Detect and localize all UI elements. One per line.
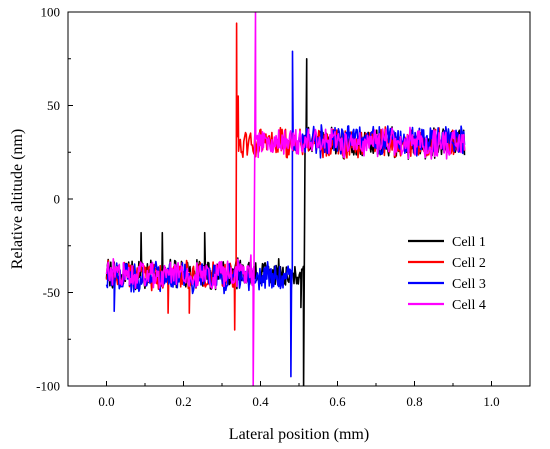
x-tick-label: 0.8 <box>406 394 422 409</box>
legend: Cell 1 Cell 2 Cell 3 Cell 4 <box>408 235 486 313</box>
series-line-4 <box>105 12 466 386</box>
y-tick-label: -50 <box>43 285 60 300</box>
plot-frame <box>67 11 531 387</box>
legend-label-4: Cell 4 <box>452 298 486 313</box>
ticks-layer: 0.0 0.2 0.4 0.6 0.8 1.0 -100 -50 0 50 100 <box>36 5 531 409</box>
legend-label-3: Cell 3 <box>452 277 486 292</box>
x-tick-label: 0.0 <box>98 394 114 409</box>
x-tick-label: 1.0 <box>483 394 499 409</box>
x-tick-label: 0.4 <box>252 394 269 409</box>
series-line-3 <box>105 50 466 378</box>
legend-label-1: Cell 1 <box>452 235 486 250</box>
y-tick-label: 100 <box>41 5 61 20</box>
series-layer <box>105 12 466 386</box>
y-tick-label: 0 <box>54 192 61 207</box>
x-tick-label: 0.2 <box>175 394 191 409</box>
series-line-1 <box>105 58 466 386</box>
y-axis-title: Relative altitude (nm) <box>9 129 26 269</box>
x-tick-label: 0.6 <box>329 394 346 409</box>
legend-label-2: Cell 2 <box>452 256 486 271</box>
y-tick-label: -100 <box>36 379 60 394</box>
y-tick-label: 50 <box>47 98 60 113</box>
x-axis-title: Lateral position (mm) <box>229 426 369 443</box>
